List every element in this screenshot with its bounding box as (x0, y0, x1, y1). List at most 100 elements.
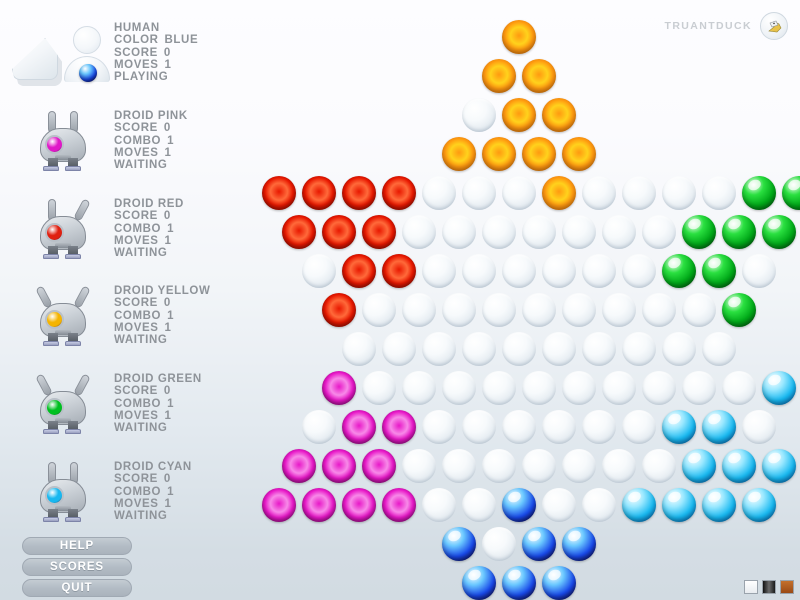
board-hole[interactable] (522, 371, 556, 405)
board-hole[interactable] (542, 488, 576, 522)
peg-cyan[interactable] (702, 410, 736, 444)
peg-yellow[interactable] (502, 98, 536, 132)
board-hole[interactable] (482, 293, 516, 327)
peg-blue[interactable] (462, 566, 496, 600)
board-hole[interactable] (382, 332, 416, 366)
board-hole[interactable] (582, 332, 616, 366)
board-hole[interactable] (722, 371, 756, 405)
board-hole[interactable] (602, 293, 636, 327)
peg-green[interactable] (762, 215, 796, 249)
peg-cyan[interactable] (762, 371, 796, 405)
peg-magenta[interactable] (382, 410, 416, 444)
peg-cyan[interactable] (742, 488, 776, 522)
board-hole[interactable] (522, 293, 556, 327)
board-hole[interactable] (462, 98, 496, 132)
peg-green[interactable] (742, 176, 776, 210)
scores-button[interactable]: SCORES (22, 558, 132, 576)
peg-cyan[interactable] (682, 449, 716, 483)
peg-magenta[interactable] (342, 410, 376, 444)
board-hole[interactable] (342, 332, 376, 366)
peg-green[interactable] (782, 176, 800, 210)
peg-yellow[interactable] (502, 20, 536, 54)
peg-cyan[interactable] (662, 410, 696, 444)
board-hole[interactable] (662, 332, 696, 366)
board-hole[interactable] (422, 176, 456, 210)
board-hole[interactable] (582, 410, 616, 444)
board-hole[interactable] (502, 254, 536, 288)
board-hole[interactable] (502, 410, 536, 444)
board-hole[interactable] (502, 176, 536, 210)
swatch-dark[interactable] (762, 580, 776, 594)
board-hole[interactable] (602, 371, 636, 405)
board-hole[interactable] (482, 215, 516, 249)
peg-magenta[interactable] (362, 449, 396, 483)
swatch-white[interactable] (744, 580, 758, 594)
board-hole[interactable] (462, 410, 496, 444)
peg-blue[interactable] (542, 566, 576, 600)
peg-red[interactable] (282, 215, 316, 249)
board-hole[interactable] (482, 371, 516, 405)
board-hole[interactable] (602, 215, 636, 249)
board-hole[interactable] (562, 293, 596, 327)
peg-yellow[interactable] (542, 176, 576, 210)
peg-red[interactable] (362, 215, 396, 249)
peg-green[interactable] (702, 254, 736, 288)
board-hole[interactable] (642, 215, 676, 249)
board-hole[interactable] (442, 215, 476, 249)
board-hole[interactable] (682, 371, 716, 405)
board-hole[interactable] (742, 410, 776, 444)
peg-red[interactable] (322, 293, 356, 327)
board-hole[interactable] (302, 254, 336, 288)
board-hole[interactable] (442, 371, 476, 405)
board-hole[interactable] (522, 449, 556, 483)
board-hole[interactable] (442, 449, 476, 483)
board-hole[interactable] (582, 488, 616, 522)
peg-green[interactable] (662, 254, 696, 288)
peg-cyan[interactable] (722, 449, 756, 483)
board-hole[interactable] (402, 371, 436, 405)
peg-blue[interactable] (442, 527, 476, 561)
board-hole[interactable] (482, 527, 516, 561)
board-hole[interactable] (542, 332, 576, 366)
board-hole[interactable] (662, 176, 696, 210)
board-hole[interactable] (682, 293, 716, 327)
board-hole[interactable] (422, 332, 456, 366)
peg-blue[interactable] (502, 566, 536, 600)
board-hole[interactable] (422, 254, 456, 288)
peg-cyan[interactable] (662, 488, 696, 522)
board-hole[interactable] (562, 449, 596, 483)
board-hole[interactable] (642, 449, 676, 483)
peg-cyan[interactable] (622, 488, 656, 522)
board-hole[interactable] (622, 410, 656, 444)
peg-blue[interactable] (522, 527, 556, 561)
peg-red[interactable] (262, 176, 296, 210)
board-hole[interactable] (542, 254, 576, 288)
peg-magenta[interactable] (302, 488, 336, 522)
peg-magenta[interactable] (262, 488, 296, 522)
board-hole[interactable] (502, 332, 536, 366)
board-hole[interactable] (642, 293, 676, 327)
board-hole[interactable] (562, 215, 596, 249)
board-hole[interactable] (362, 371, 396, 405)
board-hole[interactable] (742, 254, 776, 288)
peg-yellow[interactable] (562, 137, 596, 171)
board-hole[interactable] (582, 176, 616, 210)
peg-yellow[interactable] (482, 59, 516, 93)
board-hole[interactable] (702, 332, 736, 366)
board-hole[interactable] (522, 215, 556, 249)
board-hole[interactable] (402, 293, 436, 327)
peg-red[interactable] (342, 254, 376, 288)
peg-blue[interactable] (562, 527, 596, 561)
peg-magenta[interactable] (342, 488, 376, 522)
peg-green[interactable] (722, 215, 756, 249)
peg-cyan[interactable] (702, 488, 736, 522)
peg-blue[interactable] (502, 488, 536, 522)
board-hole[interactable] (702, 176, 736, 210)
board-hole[interactable] (402, 449, 436, 483)
board-hole[interactable] (562, 371, 596, 405)
quit-button[interactable]: QUIT (22, 579, 132, 597)
peg-red[interactable] (382, 254, 416, 288)
board-hole[interactable] (642, 371, 676, 405)
board-hole[interactable] (462, 332, 496, 366)
